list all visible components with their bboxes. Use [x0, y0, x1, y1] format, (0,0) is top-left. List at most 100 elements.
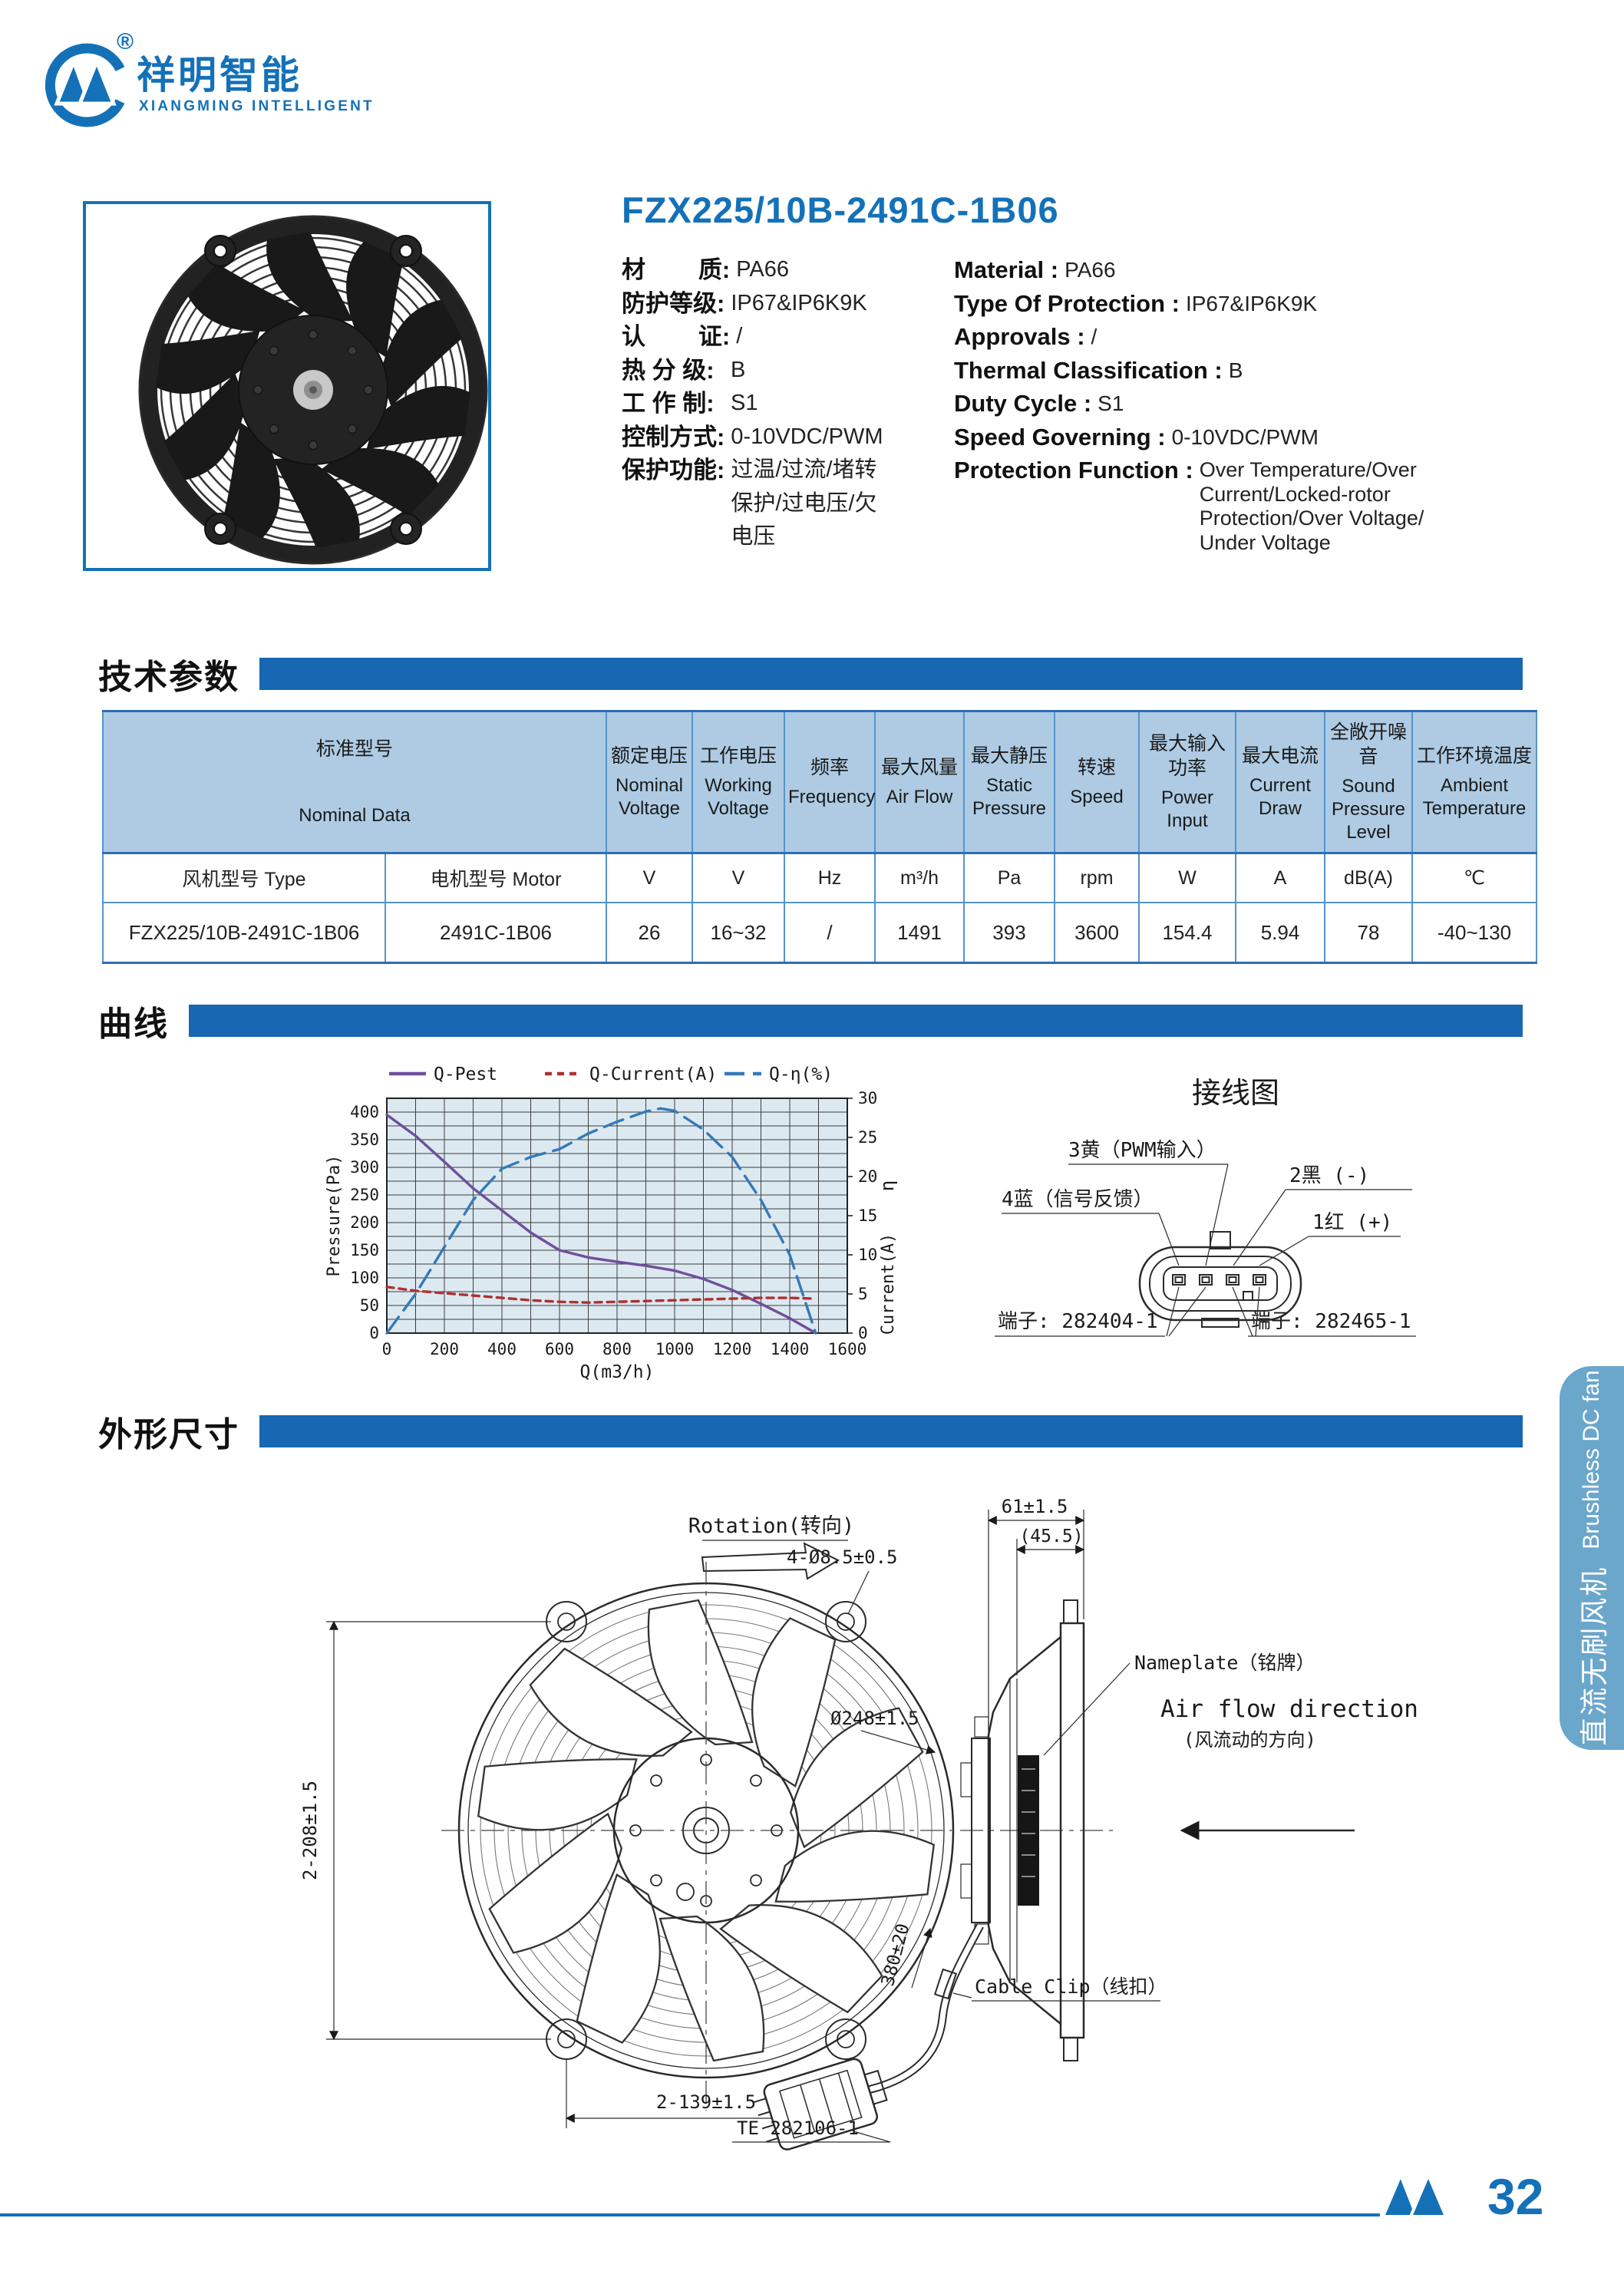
- table-header-cell: 转速 Speed: [1054, 710, 1140, 854]
- svg-text:1000: 1000: [655, 1340, 695, 1358]
- table-header-cell: 工作电压 Working Voltage: [692, 710, 785, 854]
- front-dimensions: 2-208±1.5 2-139±1.5 4-Ø8.5±0.5 Ø248±1.5: [299, 1546, 936, 2128]
- table-header-cell: 额定电压 Nominal Voltage: [606, 710, 693, 854]
- outline-drawing: Rotation(转向): [92, 1485, 1543, 2203]
- spec-value: Over Temperature/Over Current/Locked-rot…: [1199, 458, 1424, 554]
- svg-text:150: 150: [350, 1241, 379, 1259]
- svg-text:1600: 1600: [828, 1340, 867, 1358]
- spec-row: Duty Cycle : S1: [954, 387, 1591, 421]
- section-bar: [189, 1005, 1523, 1037]
- spec-label: Thermal Classification :: [954, 356, 1223, 384]
- spec-label: 防护等级:: [622, 289, 725, 317]
- wiring-pin2-label: 2黑 (-): [1289, 1164, 1369, 1187]
- connector-drawing: [1138, 1231, 1302, 1328]
- table-header-cell: 最大风量 Air Flow: [874, 710, 965, 854]
- category-side-tab: 直流无刷风机 Brushless DC fan: [1560, 1366, 1624, 1750]
- dim-holes: 4-Ø8.5±0.5: [787, 1546, 898, 1568]
- table-unit-cell: Hz: [784, 852, 876, 903]
- svg-text:20: 20: [858, 1167, 877, 1186]
- spec-label: 热 分 级:: [622, 356, 715, 384]
- airflow-label-cn: (风流动的方向): [1183, 1729, 1316, 1751]
- section-title: 曲线: [98, 1005, 169, 1043]
- wiring-terminal-left: 端子: 282404-1: [998, 1310, 1158, 1333]
- table-value-cell: 154.4: [1138, 902, 1236, 964]
- section-curve: 曲线: [98, 996, 1573, 1045]
- dim-diameter: Ø248±1.5: [830, 1708, 919, 1729]
- svg-text:350: 350: [350, 1130, 379, 1149]
- svg-text:5: 5: [858, 1285, 868, 1303]
- spec-value: S1: [731, 391, 758, 415]
- svg-text:400: 400: [350, 1103, 379, 1121]
- side-tab-en: Brushless DC fan: [1579, 1370, 1604, 1550]
- te-connector-label: TE 282106-1: [737, 2117, 859, 2139]
- svg-text:Q(m3/h): Q(m3/h): [580, 1362, 655, 1382]
- section-bar: [259, 658, 1523, 690]
- brand-name-en: XIANGMING INTELLIGENT: [139, 98, 375, 114]
- svg-text:25: 25: [858, 1128, 877, 1147]
- svg-text:100: 100: [350, 1269, 379, 1287]
- section-bar: [259, 1415, 1523, 1447]
- wiring-diagram: 接线图 3黄（PWM输入） 2黑 (-) 4蓝（信号反馈） 1红 (+) 端子:…: [982, 1063, 1458, 1366]
- spec-value: 0-10VDC/PWM: [731, 424, 883, 449]
- section-tech-params: 技术参数: [98, 649, 1573, 698]
- performance-chart: 0 200 400 600 800 1000 1200 1400 1600 0 50 100 150 20…: [316, 1063, 903, 1391]
- spec-label: Duty Cycle :: [954, 390, 1092, 417]
- registered-mark: ®: [117, 29, 134, 54]
- table-value-cell: 78: [1324, 902, 1413, 964]
- svg-text:200: 200: [350, 1213, 379, 1232]
- footer-rule: [0, 2213, 1380, 2216]
- spec-label: 材 质:: [622, 256, 731, 283]
- wiring-terminal-right: 端子: 282465-1: [1251, 1310, 1411, 1333]
- spec-value: B: [1228, 358, 1243, 382]
- rotation-label: Rotation(转向): [688, 1514, 855, 1538]
- spec-row: 防护等级: IP67&IP6K9K: [622, 287, 952, 321]
- table-header-cell: 最大静压 Static Pressure: [963, 710, 1055, 854]
- spec-value: /: [736, 324, 743, 348]
- specs-list-cn: 材 质: PA66 防护等级: IP67&IP6K9K 认 证: / 热 分 级: B 工 作 …: [622, 253, 952, 554]
- table-value-cell: 2491C-1B06: [385, 902, 607, 964]
- footer-logo-icon: [1380, 2170, 1449, 2222]
- table-unit-cell: ℃: [1411, 852, 1537, 903]
- svg-text:15: 15: [858, 1206, 877, 1225]
- table-unit-cell: A: [1235, 852, 1325, 903]
- dim-height: 2-208±1.5: [299, 1781, 321, 1880]
- svg-text:Q-η(%): Q-η(%): [769, 1064, 833, 1084]
- spec-row: Material : PA66: [954, 253, 1591, 287]
- fan-photo-image: [138, 215, 488, 565]
- spec-label: 认 证:: [622, 323, 731, 350]
- svg-text:Q-Current(A): Q-Current(A): [589, 1064, 717, 1084]
- cable-clip-label: Cable Clip（线扣）: [975, 1975, 1167, 1998]
- svg-text:50: 50: [360, 1296, 379, 1315]
- svg-text:0: 0: [858, 1324, 868, 1342]
- dim-depth-inner: (45.5): [1019, 1527, 1083, 1546]
- spec-value: /: [1091, 325, 1098, 348]
- table-value-cell: FZX225/10B-2491C-1B06: [102, 902, 386, 964]
- page-title: FZX225/10B-2491C-1B06: [622, 190, 1059, 230]
- fan-front-view: [441, 1562, 1113, 2111]
- side-tab-cn: 直流无刷风机: [1579, 1566, 1610, 1746]
- table-header-cell: 工作环境温度 Ambient Temperature: [1411, 710, 1537, 854]
- dim-depth: 61±1.5: [1002, 1496, 1068, 1517]
- table-value-cell: -40~130: [1411, 902, 1537, 964]
- section-title: 外形尺寸: [98, 1416, 239, 1454]
- wiring-title: 接线图: [1192, 1076, 1279, 1110]
- spec-label: Speed Governing :: [954, 423, 1166, 451]
- svg-text:400: 400: [487, 1340, 517, 1358]
- product-photo: [83, 201, 491, 571]
- svg-text:200: 200: [430, 1340, 459, 1358]
- spec-value: S1: [1098, 391, 1124, 415]
- table-header-cell: 频率 Frequency: [784, 710, 876, 854]
- logo-mark-icon: [45, 43, 125, 127]
- table-unit-cell: rpm: [1054, 852, 1140, 903]
- table-header-cell: 最大电流 Current Draw: [1235, 710, 1325, 854]
- table-unit-cell: V: [606, 852, 693, 903]
- table-value-cell: 393: [963, 902, 1055, 964]
- table-unit-cell: 风机型号 Type: [102, 852, 386, 903]
- rotation-arrow-icon: [701, 1542, 840, 1580]
- spec-label: Type Of Protection :: [954, 289, 1180, 317]
- spec-row: 工 作 制: S1: [622, 387, 952, 421]
- page-number: 32: [1487, 2168, 1544, 2225]
- spec-value: 过温/过流/堵转 保护/过电压/欠 电压: [731, 457, 877, 549]
- svg-text:Q-Pest: Q-Pest: [434, 1064, 497, 1084]
